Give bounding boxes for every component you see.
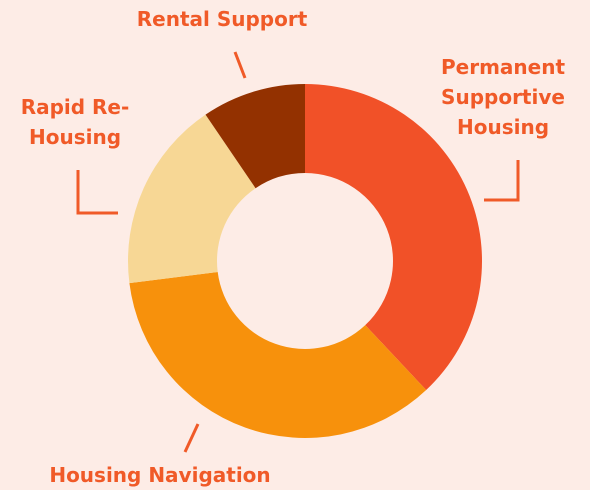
slice-label: Rental Support <box>136 7 308 31</box>
slice-label: Rapid Re-Housing <box>20 95 130 149</box>
slice-label: Permanent Supportive Housing <box>440 55 566 139</box>
leader-line <box>484 160 520 202</box>
donut-slice <box>129 272 427 438</box>
slice-label: Housing Navigation <box>49 463 271 487</box>
leader-line <box>233 51 247 79</box>
leader-line <box>76 170 118 215</box>
donut-slice <box>127 114 256 284</box>
leader-line <box>183 423 200 453</box>
slices <box>127 84 482 438</box>
donut-slice <box>205 84 305 189</box>
donut-slice <box>305 84 482 391</box>
